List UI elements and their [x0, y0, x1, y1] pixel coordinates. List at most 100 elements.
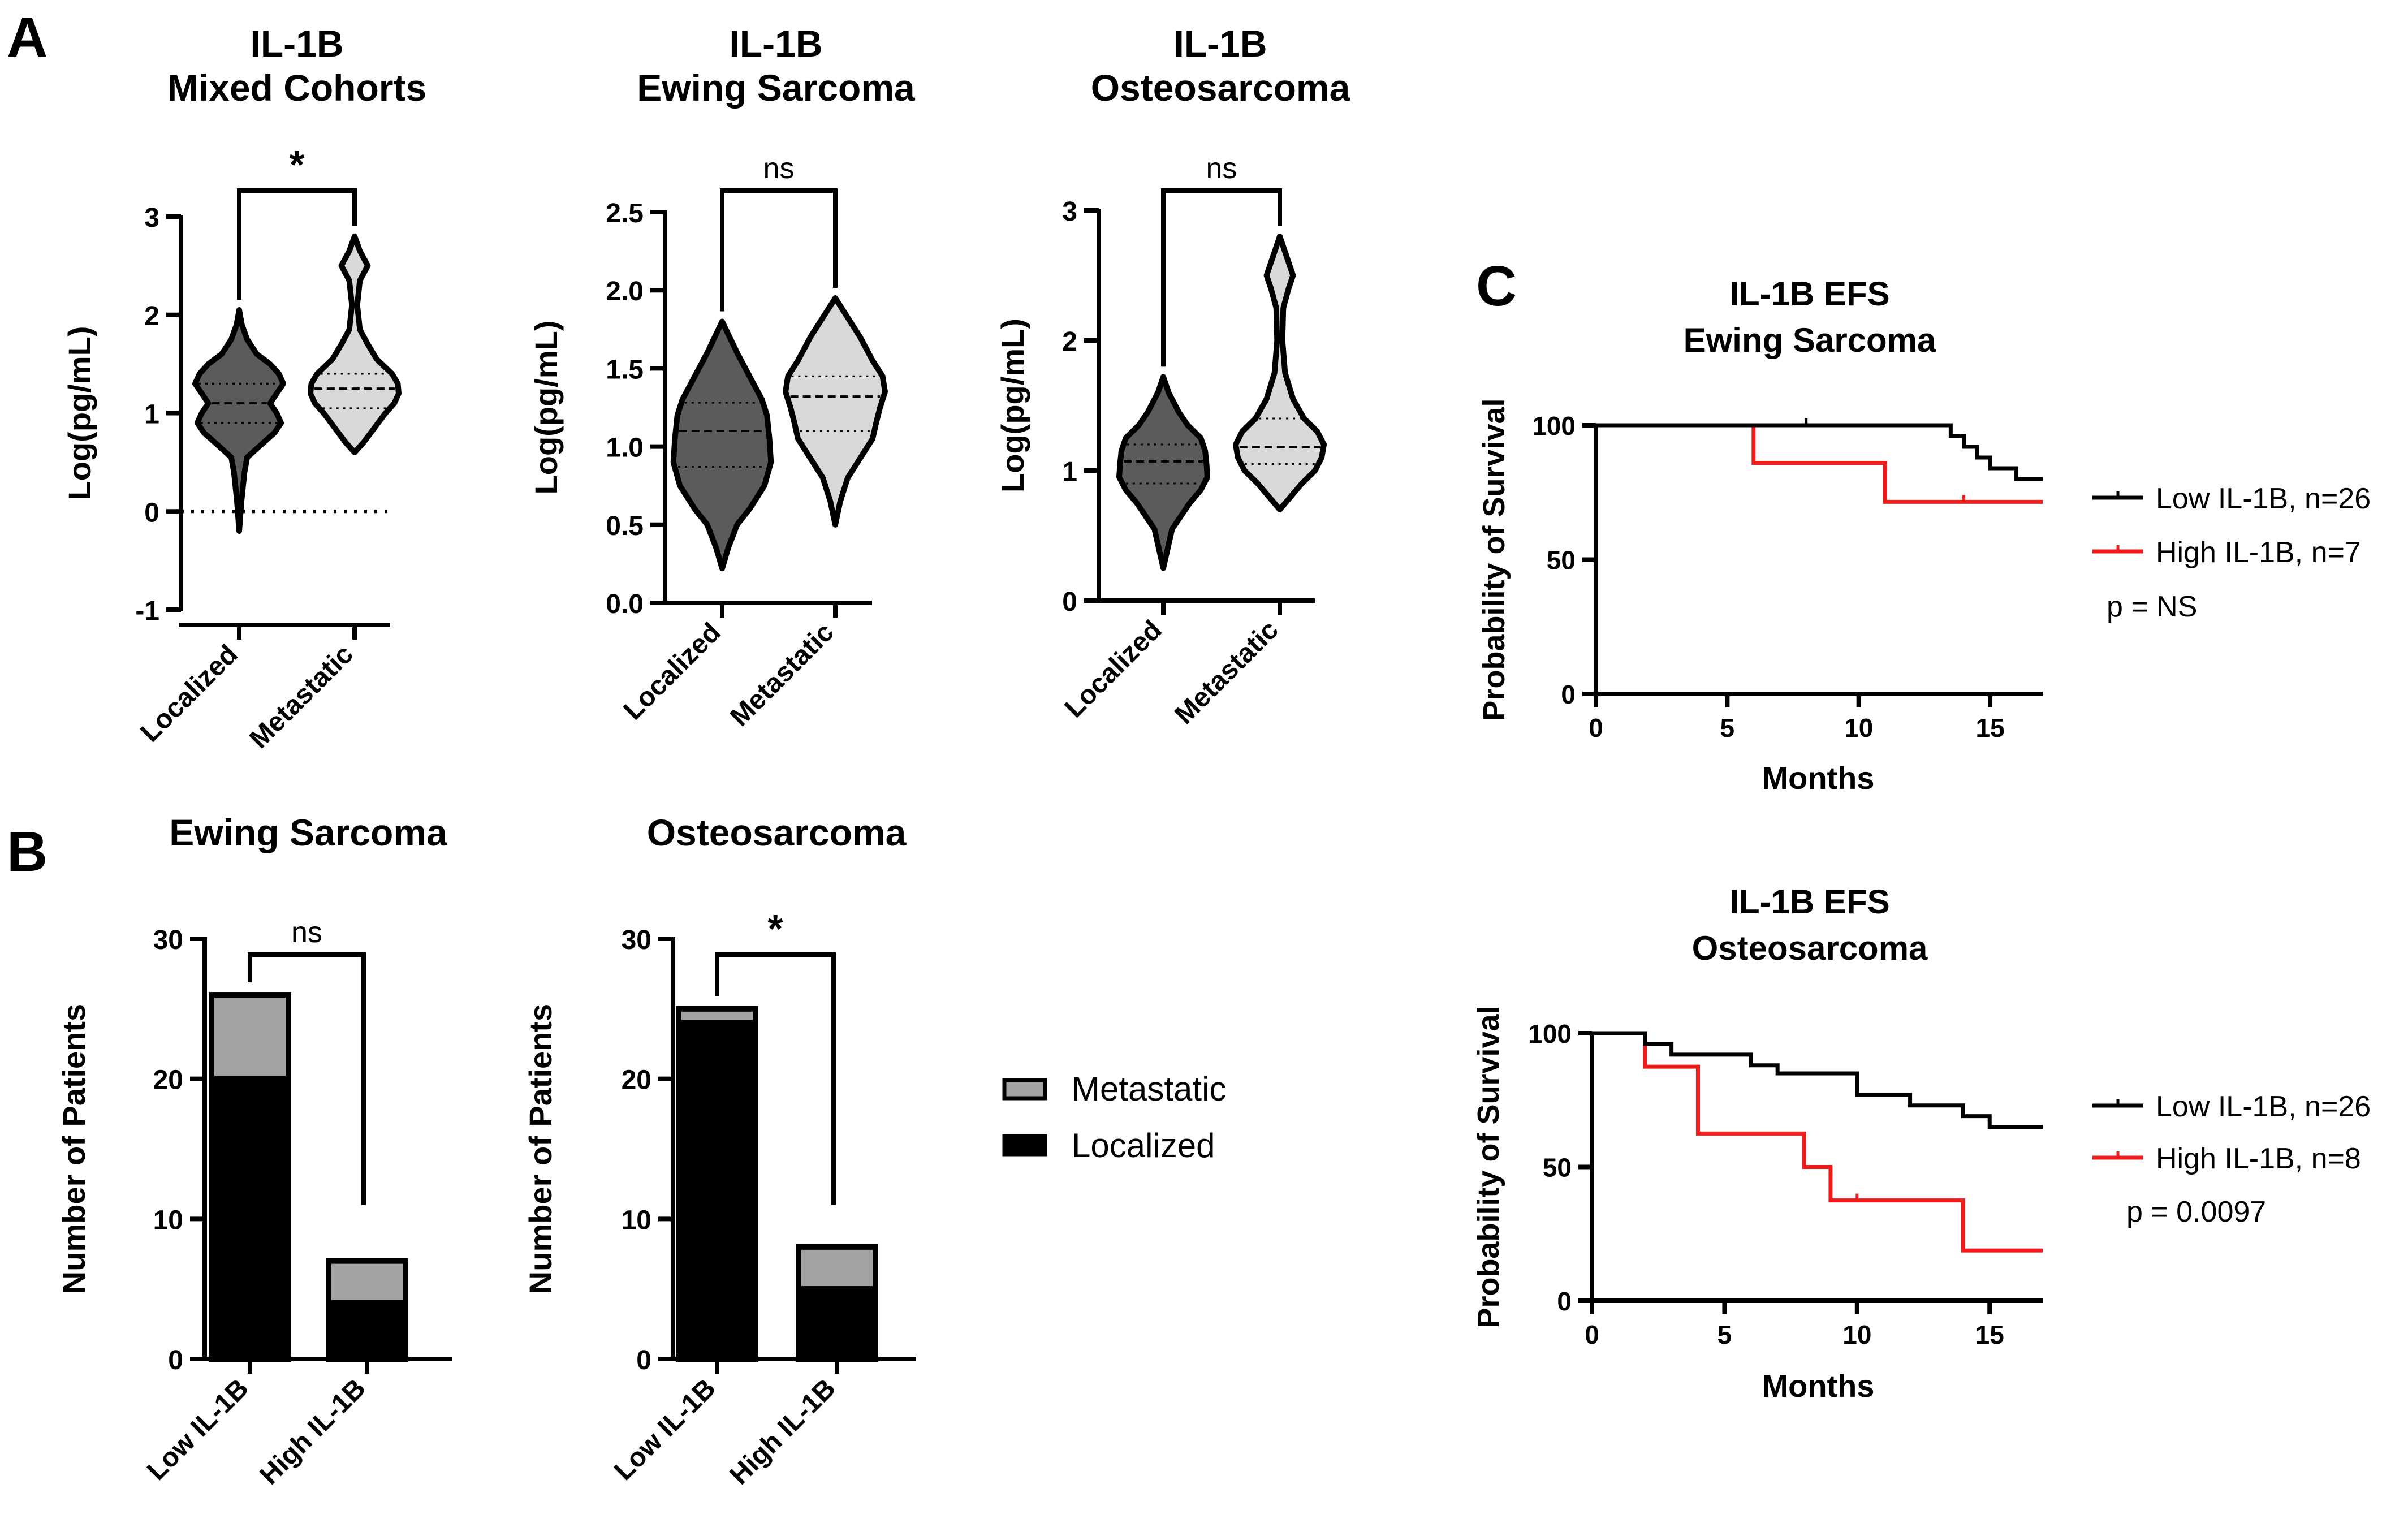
km-curve-low — [1596, 423, 2043, 481]
significance-label: ns — [1206, 152, 1237, 185]
km-chart-ewing-sarcoma: IL-1B EFS Ewing Sarcoma 0 50 100 0 5 10 15 Probab… — [1477, 275, 2371, 796]
bar-localized — [209, 1076, 291, 1362]
violin-localized — [670, 318, 774, 572]
x-tick-label: 0 — [1585, 1320, 1599, 1349]
chart-title: Osteosarcoma — [647, 812, 907, 853]
y-axis-label: Number of Patients — [56, 1004, 92, 1294]
p-value-label: p = 0.0097 — [2126, 1196, 2266, 1228]
x-tick-label: High IL-1B — [254, 1373, 372, 1490]
x-tick-label: 5 — [1720, 713, 1735, 743]
x-tick-label: 0 — [1589, 713, 1603, 743]
y-tick-label: 0 — [1557, 1287, 1572, 1316]
y-tick-label: 0 — [636, 1345, 651, 1375]
y-axis-label: Log(pg/mL) — [528, 321, 564, 495]
y-axis-label: Number of Patients — [523, 1004, 558, 1294]
x-tick-label: 15 — [1975, 713, 2004, 743]
y-tick-label: 2 — [144, 301, 159, 331]
y-axis-label: Log(pg/mL) — [995, 318, 1030, 493]
legend-label-high: High IL-1B, n=8 — [2156, 1142, 2361, 1175]
bar-legend: Metastatic Localized — [1002, 1070, 1226, 1164]
y-tick-label: 1 — [1062, 457, 1077, 487]
x-tick-label: 15 — [1975, 1320, 2004, 1349]
y-tick-label: 100 — [1528, 1019, 1572, 1049]
bar-chart-osteosarcoma: Osteosarcoma 0 10 20 30 Number of Patients Low… — [523, 812, 916, 1490]
p-value-label: p = NS — [2107, 590, 2197, 623]
chart-title-line: IL-1B — [251, 23, 344, 64]
significance-bracket — [237, 188, 357, 300]
legend-label-metastatic: Metastatic — [1072, 1070, 1226, 1108]
km-curve-high — [1592, 1031, 2043, 1253]
legend-swatch-localized — [1002, 1134, 1047, 1157]
x-tick-label: Metastatic — [724, 617, 839, 732]
bar-localized — [796, 1286, 878, 1362]
bar-localized — [676, 1020, 758, 1362]
significance-label: * — [767, 907, 783, 951]
x-tick-label: 5 — [1717, 1320, 1732, 1349]
y-tick-label: 0.5 — [606, 511, 644, 541]
bar-chart-ewing-sarcoma: Ewing Sarcoma 0 10 20 30 Number of Patients Lo… — [56, 812, 452, 1490]
significance-bracket — [715, 952, 836, 1205]
chart-title-line: IL-1B — [1174, 23, 1267, 64]
y-tick-label: 10 — [153, 1205, 183, 1235]
chart-title-line: Osteosarcoma — [1692, 929, 1928, 967]
y-tick-label: 1 — [144, 400, 159, 430]
y-tick-label: 20 — [622, 1065, 651, 1095]
y-tick-label: 1.5 — [606, 355, 644, 385]
y-tick-label: 50 — [1543, 1153, 1572, 1183]
violin-localized — [192, 307, 286, 534]
y-tick-label: 1.0 — [606, 433, 644, 463]
x-tick-label: Metastatic — [244, 639, 359, 754]
y-tick-label: 10 — [622, 1205, 651, 1235]
y-axis-label: Probability of Survival — [1477, 398, 1511, 720]
x-tick-label: 10 — [1844, 713, 1873, 743]
legend-label-low: Low IL-1B, n=26 — [2156, 1090, 2371, 1123]
y-tick-label: 0 — [1561, 680, 1576, 709]
significance-bracket — [1161, 188, 1282, 367]
bar-localized — [326, 1300, 408, 1362]
violin-metastatic — [1233, 234, 1327, 512]
chart-title-line: Mixed Cohorts — [167, 67, 426, 109]
y-tick-label: 0.0 — [606, 589, 644, 619]
chart-title-line: Ewing Sarcoma — [637, 67, 916, 109]
x-tick-label: Metastatic — [1169, 615, 1284, 730]
chart-title: Ewing Sarcoma — [169, 812, 448, 853]
x-axis-label: Months — [1762, 1368, 1874, 1404]
y-tick-label: 30 — [153, 925, 183, 955]
y-axis-label: Probability of Survival — [1471, 1006, 1505, 1328]
x-tick-label: High IL-1B — [724, 1373, 841, 1490]
km-chart-osteosarcoma: IL-1B EFS Osteosarcoma 0 50 100 0 5 10 15 Probabi… — [1471, 883, 2371, 1404]
x-axis-label: Months — [1762, 760, 1874, 796]
significance-label: * — [289, 143, 305, 187]
x-tick-label: Localized — [135, 639, 244, 748]
legend-label-low: Low IL-1B, n=26 — [2156, 482, 2371, 515]
x-tick-label: Low IL-1B — [609, 1373, 722, 1486]
y-tick-label: 100 — [1532, 411, 1576, 441]
y-tick-label: 2.0 — [606, 277, 644, 307]
significance-bracket — [720, 188, 838, 312]
significance-label: ns — [763, 152, 795, 185]
legend-label-high: High IL-1B, n=7 — [2156, 536, 2361, 569]
significance-label: ns — [291, 916, 322, 949]
y-tick-label: 0 — [144, 498, 159, 528]
bar-metastatic — [209, 992, 291, 1082]
chart-title-line: IL-1B EFS — [1729, 275, 1889, 313]
y-tick-label: 30 — [622, 925, 651, 955]
y-tick-label: 2.5 — [606, 199, 644, 228]
panel-letter-c: C — [1476, 254, 1517, 318]
panel-letter-a: A — [7, 6, 48, 69]
y-tick-label: 0 — [168, 1345, 183, 1375]
y-tick-label: -1 — [135, 596, 159, 626]
bar-metastatic — [326, 1258, 408, 1306]
violin-metastatic — [783, 295, 888, 528]
y-tick-label: 50 — [1547, 546, 1576, 575]
x-tick-label: Localized — [1059, 615, 1168, 723]
significance-bracket — [248, 952, 366, 1205]
chart-title-line: IL-1B — [730, 23, 823, 64]
y-tick-label: 2 — [1062, 327, 1077, 357]
y-axis-label: Log(pg/mL) — [62, 326, 97, 501]
chart-title-line: Osteosarcoma — [1091, 67, 1351, 109]
x-tick-label: Localized — [618, 617, 727, 726]
